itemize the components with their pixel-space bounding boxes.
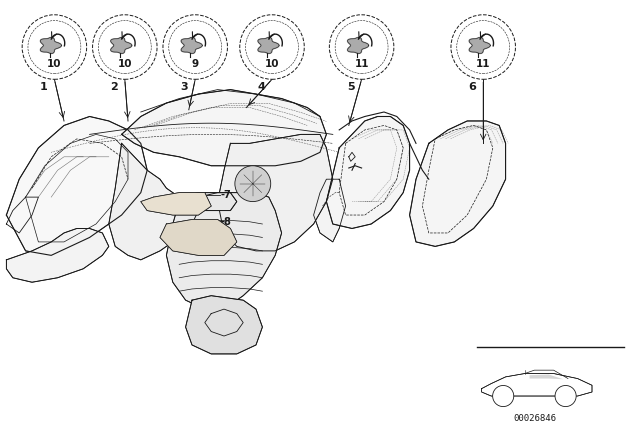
Text: 3: 3: [180, 82, 188, 92]
Circle shape: [22, 15, 86, 79]
Polygon shape: [166, 193, 282, 309]
Polygon shape: [258, 37, 279, 53]
Polygon shape: [160, 220, 237, 255]
Polygon shape: [410, 121, 506, 246]
Text: 5: 5: [347, 82, 355, 92]
Text: 00026846: 00026846: [513, 414, 556, 423]
Polygon shape: [141, 193, 211, 215]
Polygon shape: [218, 134, 333, 251]
Polygon shape: [111, 37, 132, 53]
Polygon shape: [530, 375, 563, 379]
Polygon shape: [469, 37, 490, 53]
Text: 10: 10: [47, 59, 61, 69]
Polygon shape: [181, 37, 202, 53]
Circle shape: [493, 385, 514, 407]
Polygon shape: [179, 193, 237, 211]
Circle shape: [330, 15, 394, 79]
Text: 9: 9: [191, 59, 199, 69]
Text: 4: 4: [257, 82, 265, 92]
Text: -7: -7: [221, 190, 232, 200]
Polygon shape: [109, 143, 198, 260]
Circle shape: [93, 15, 157, 79]
Polygon shape: [314, 179, 346, 242]
Polygon shape: [6, 228, 109, 282]
Text: -8: -8: [221, 217, 232, 227]
Circle shape: [235, 166, 271, 202]
Circle shape: [555, 385, 576, 407]
Text: 10: 10: [265, 59, 279, 69]
Text: 1: 1: [40, 82, 47, 92]
Polygon shape: [40, 37, 61, 53]
Circle shape: [163, 15, 227, 79]
Polygon shape: [186, 296, 262, 354]
Text: 2: 2: [110, 82, 118, 92]
Text: 6: 6: [468, 82, 476, 92]
Polygon shape: [326, 116, 410, 228]
Polygon shape: [6, 116, 147, 255]
Text: 11: 11: [476, 59, 490, 69]
Polygon shape: [348, 37, 369, 53]
Circle shape: [240, 15, 304, 79]
Polygon shape: [481, 374, 592, 396]
Circle shape: [451, 15, 515, 79]
Polygon shape: [122, 90, 326, 166]
Text: 10: 10: [118, 59, 132, 69]
Text: 11: 11: [355, 59, 369, 69]
